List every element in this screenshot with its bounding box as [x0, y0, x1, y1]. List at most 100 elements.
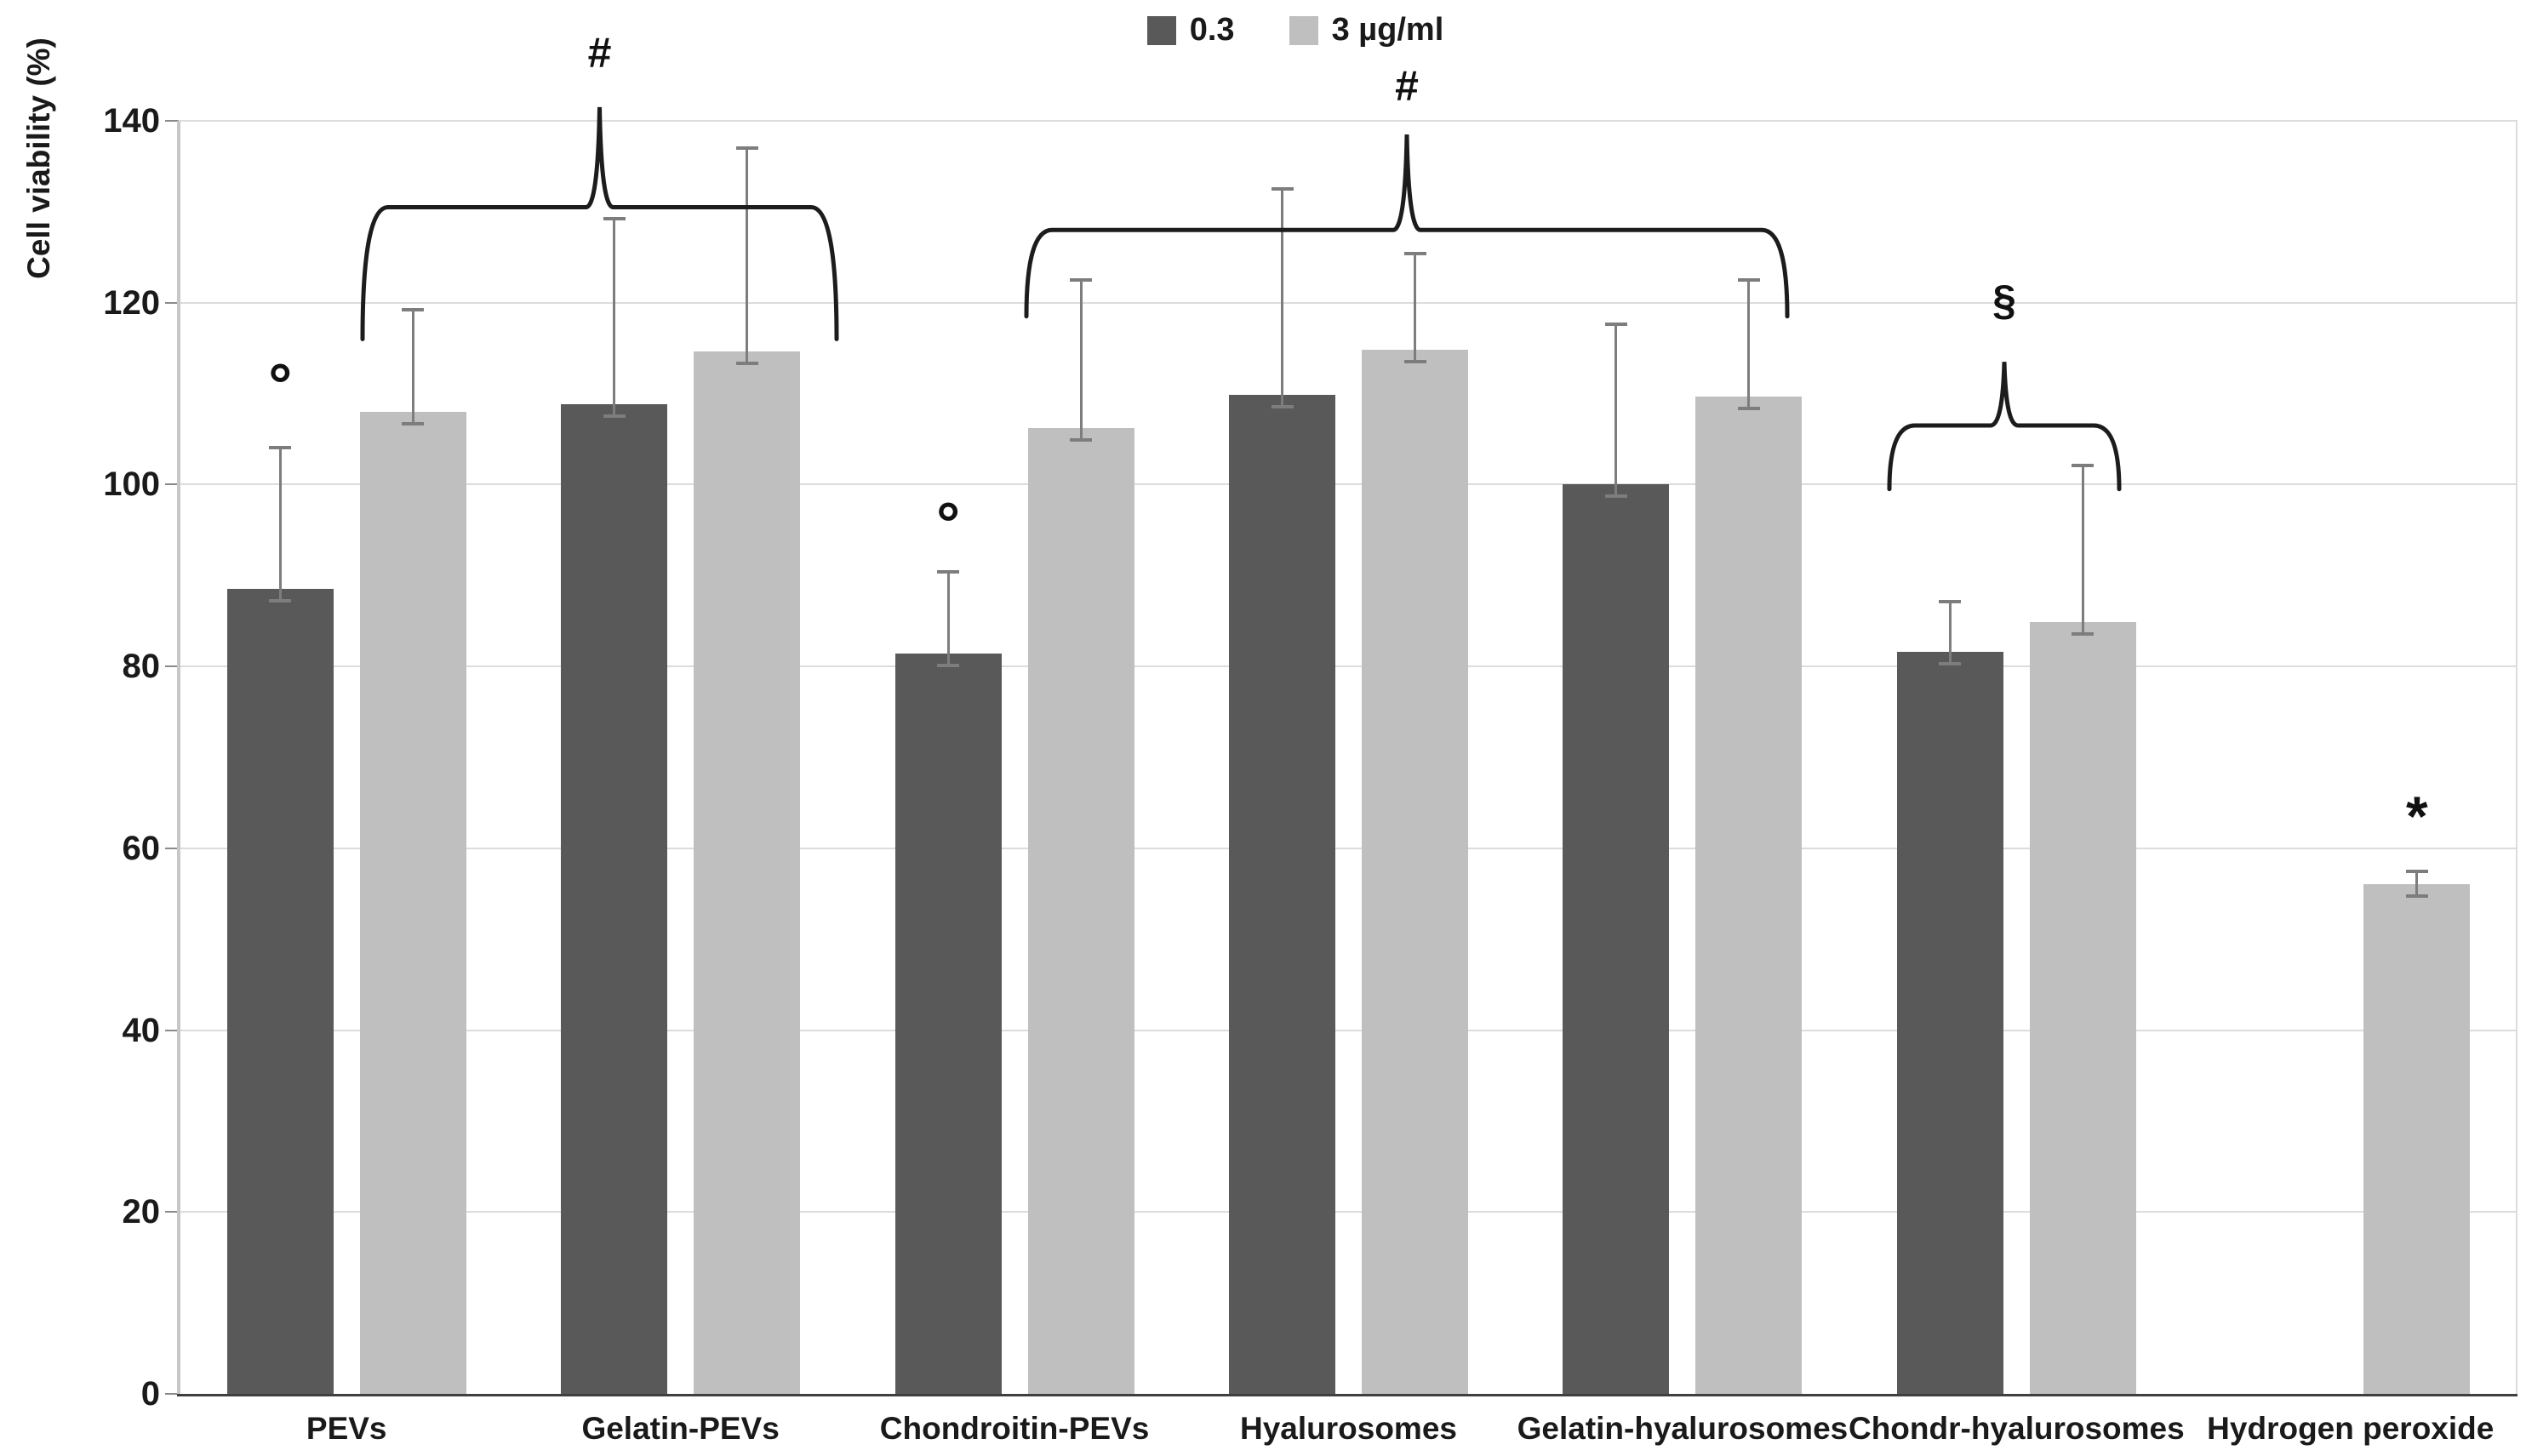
gridline-120: [180, 301, 2517, 304]
error-bar-PEVs-0.3: [278, 447, 282, 602]
x-category-label-Gelatin-hyalurosomes: Gelatin-hyalurosomes: [1517, 1411, 1849, 1446]
error-bar-PEVs-3 µg/ml: [411, 310, 414, 424]
error-bar-Gelatin-hyalurosomes-3 µg/ml: [1747, 280, 1751, 408]
error-cap-bottom: [2072, 631, 2095, 636]
significance-brace-label-0: #: [587, 28, 612, 77]
y-tick-40: [165, 1029, 179, 1031]
significance-brace-label-1: #: [1395, 62, 1419, 111]
bar-Chondroitin-PEVs-3 µg/ml: [1027, 428, 1134, 1394]
x-axis-line: [177, 1394, 2517, 1396]
bar-Hyalurosomes-0.3: [1229, 394, 1335, 1394]
x-category-label-Chondr-hyalurosomes: Chondr-hyalurosomes: [1848, 1411, 2185, 1446]
error-bar-Chondroitin-PEVs-0.3: [946, 572, 950, 666]
gridline-20: [180, 1211, 2517, 1213]
significance-brace-label-2: §: [1992, 276, 2016, 324]
y-tick-60: [165, 847, 179, 849]
y-axis-title: Cell viability (%): [21, 37, 56, 279]
error-cap-top: [1403, 252, 1426, 255]
significance-symbol-0: °: [268, 351, 293, 418]
error-bar-Hyalurosomes-3 µg/ml: [1414, 254, 1416, 363]
legend-swatch-dark: [1146, 15, 1176, 45]
gridline-40: [180, 1029, 2517, 1031]
y-tick-120: [165, 301, 179, 304]
error-cap-top: [735, 146, 758, 151]
error-cap-top: [269, 445, 292, 449]
x-category-label-Chondroitin-PEVs: Chondroitin-PEVs: [879, 1411, 1150, 1446]
y-tick-140: [165, 120, 179, 122]
error-bar-Gelatin-PEVs-3 µg/ml: [746, 148, 749, 364]
gridline-60: [180, 847, 2517, 849]
error-cap-top: [1070, 278, 1093, 282]
bar-Chondr-hyalurosomes-3 µg/ml: [2029, 621, 2136, 1394]
legend: 0.3 3 µg/ml: [32, 12, 2526, 49]
error-bar-Chondroitin-PEVs-3 µg/ml: [1079, 280, 1083, 441]
error-bar-Hyalurosomes-0.3: [1281, 189, 1283, 407]
legend-item-dark: 0.3: [1146, 12, 1235, 49]
error-cap-bottom: [402, 421, 425, 425]
error-bar-Gelatin-hyalurosomes-0.3: [1614, 324, 1618, 497]
error-cap-bottom: [269, 599, 292, 603]
y-tick-label-100: 100: [103, 465, 160, 504]
x-category-label-PEVs: PEVs: [306, 1411, 387, 1446]
error-cap-bottom: [2405, 894, 2428, 898]
y-axis-line: [177, 121, 180, 1394]
bar-Chondr-hyalurosomes-0.3: [1896, 652, 2003, 1394]
error-cap-bottom: [1271, 404, 1294, 408]
legend-swatch-light: [1289, 15, 1318, 45]
bar-PEVs-3 µg/ml: [359, 411, 466, 1394]
significance-brace-2: [1887, 362, 2122, 492]
error-cap-bottom: [1737, 406, 1760, 410]
error-cap-bottom: [1604, 494, 1627, 499]
x-category-label-Hyalurosomes: Hyalurosomes: [1239, 1411, 1457, 1446]
significance-symbol-1: °: [936, 490, 961, 557]
legend-item-light: 3 µg/ml: [1289, 12, 1444, 49]
error-cap-top: [2072, 463, 2095, 467]
legend-label-light: 3 µg/ml: [1331, 12, 1444, 48]
y-tick-label-60: 60: [122, 829, 161, 867]
bar-Hydrogen peroxide-3 µg/ml: [2363, 883, 2471, 1394]
legend-label-dark: 0.3: [1189, 12, 1235, 48]
error-cap-bottom: [1070, 438, 1093, 443]
error-cap-top: [402, 308, 425, 312]
bar-Gelatin-hyalurosomes-3 µg/ml: [1695, 396, 1803, 1394]
error-cap-top: [1271, 187, 1294, 191]
bar-Hyalurosomes-3 µg/ml: [1362, 350, 1468, 1394]
error-cap-bottom: [603, 414, 626, 419]
y-tick-label-120: 120: [103, 283, 160, 322]
y-tick-80: [165, 665, 179, 668]
x-category-label-Gelatin-PEVs: Gelatin-PEVs: [581, 1411, 780, 1446]
bar-PEVs-0.3: [226, 589, 334, 1394]
y-tick-label-140: 140: [103, 102, 160, 140]
error-cap-bottom: [1939, 662, 1962, 666]
y-tick-100: [165, 483, 179, 486]
error-bar-Chondr-hyalurosomes-3 µg/ml: [2081, 465, 2084, 634]
error-cap-top: [603, 217, 626, 221]
error-bar-Hydrogen peroxide-3 µg/ml: [2415, 871, 2419, 896]
bar-Chondroitin-PEVs-0.3: [894, 654, 1002, 1394]
error-cap-top: [1737, 278, 1760, 282]
x-category-label-Hydrogen peroxide: Hydrogen peroxide: [2207, 1411, 2495, 1446]
significance-brace-1: [1024, 134, 1790, 319]
error-cap-top: [2405, 869, 2428, 873]
error-cap-top: [937, 570, 960, 574]
bar-Gelatin-hyalurosomes-0.3: [1563, 484, 1670, 1394]
right-spine: [2516, 121, 2517, 1394]
bar-Gelatin-PEVs-0.3: [561, 404, 668, 1394]
gridline-140: [180, 120, 2517, 122]
bar-Gelatin-PEVs-3 µg/ml: [694, 351, 801, 1394]
error-cap-bottom: [735, 362, 758, 366]
gridline-80: [180, 665, 2517, 668]
y-tick-label-80: 80: [122, 648, 161, 686]
significance-symbol-2: *: [2405, 785, 2428, 848]
error-cap-top: [1939, 600, 1962, 604]
error-bar-Gelatin-PEVs-0.3: [613, 219, 616, 417]
significance-brace-0: [360, 106, 839, 341]
error-cap-bottom: [937, 664, 960, 668]
error-cap-top: [1604, 323, 1627, 327]
error-bar-Chondr-hyalurosomes-0.3: [1948, 602, 1952, 665]
y-tick-20: [165, 1211, 179, 1213]
error-cap-bottom: [1403, 360, 1426, 364]
y-tick-0: [165, 1393, 179, 1395]
y-tick-label-0: 0: [140, 1375, 160, 1413]
y-tick-label-20: 20: [122, 1193, 161, 1231]
